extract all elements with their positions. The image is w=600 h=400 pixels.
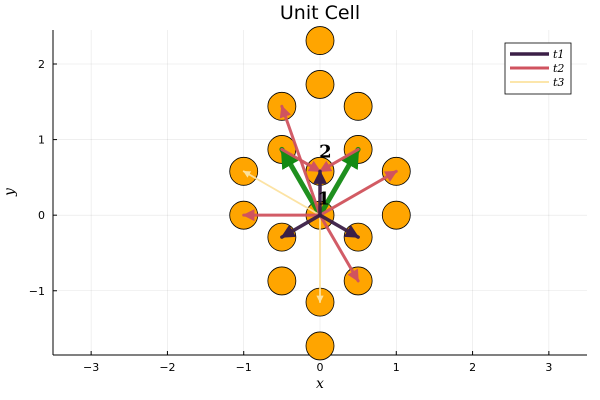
x-tick-label: 3 — [545, 361, 552, 374]
hopping-vectors — [242, 104, 398, 303]
x-tick-label: 2 — [469, 361, 476, 374]
x-tick-label: −1 — [236, 361, 252, 374]
x-tick-label: −3 — [83, 361, 99, 374]
y-axis-label: y — [2, 187, 18, 197]
site-labels: 12 — [318, 142, 332, 210]
lattice-point — [343, 91, 373, 121]
y-tick-label: 0 — [38, 209, 45, 222]
vector-t2 — [318, 169, 398, 217]
lattice-point — [381, 200, 411, 230]
lattice-point — [267, 266, 297, 296]
vector-unlabeled — [317, 146, 361, 218]
vector-t2 — [280, 147, 322, 173]
legend-label-t1: t1 — [553, 48, 564, 61]
chart-title: Unit Cell — [280, 2, 360, 24]
legend-label-t3: t3 — [553, 76, 564, 89]
y-tick-label: 1 — [38, 134, 45, 147]
x-tick-label: 0 — [317, 361, 324, 374]
x-tick-label: −2 — [159, 361, 175, 374]
lattice-point — [305, 26, 335, 55]
lattice-point — [305, 331, 335, 361]
x-axis-label: x — [316, 376, 324, 392]
vector-t1 — [318, 213, 360, 239]
y-tick-label: −1 — [29, 285, 45, 298]
vector-unlabeled — [279, 146, 323, 218]
x-tick-label: 1 — [393, 361, 400, 374]
site-label-2: 2 — [319, 142, 332, 163]
legend-label-t2: t2 — [553, 62, 564, 75]
vector-t3 — [242, 170, 321, 217]
vector-t1 — [280, 213, 322, 239]
site-label-1: 1 — [318, 189, 331, 210]
vector-t2 — [318, 147, 360, 173]
lattice-point — [305, 70, 335, 99]
vector-t2 — [318, 213, 360, 283]
y-tick-label: 2 — [38, 58, 45, 71]
